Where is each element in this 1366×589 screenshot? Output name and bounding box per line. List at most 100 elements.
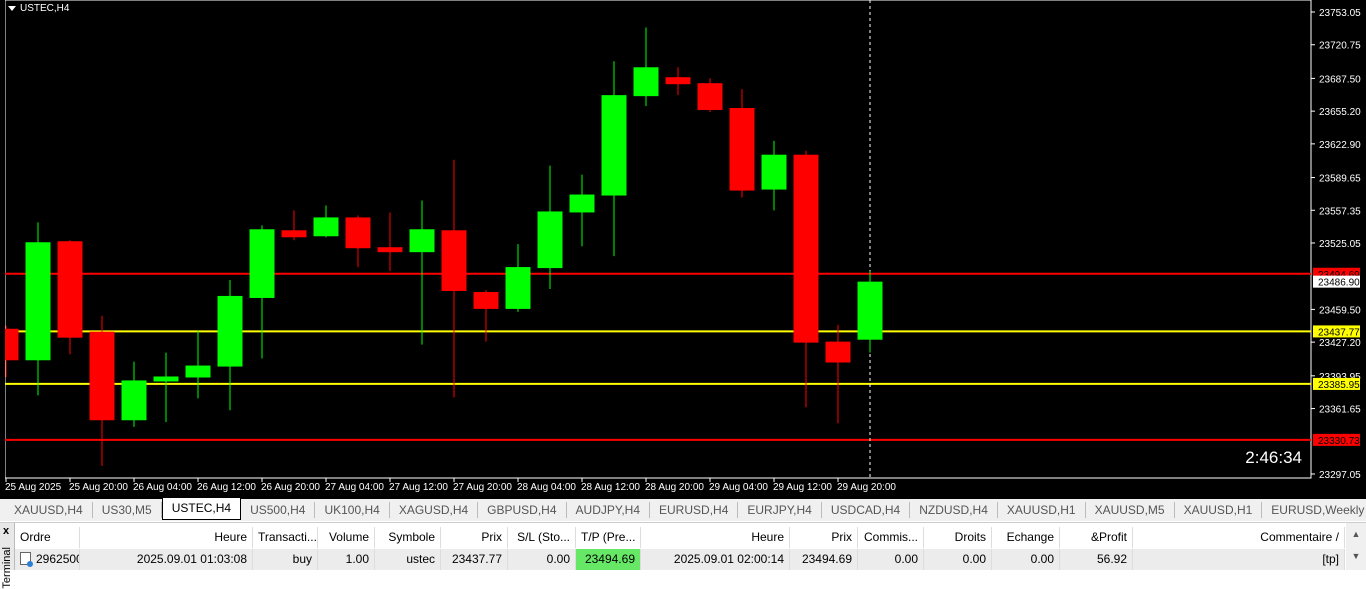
candle-body	[665, 77, 691, 85]
candle-body	[153, 376, 179, 382]
table-cell: 0.00	[858, 549, 924, 570]
table-cell: 1.00	[318, 549, 375, 570]
candlestick-chart[interactable]: 23753.05 23720.75 23687.50 23655.20 23622.90…	[0, 0, 1366, 497]
candle-body	[377, 247, 403, 253]
x-tick-label: 27 Aug 04:00	[325, 482, 384, 493]
candle	[121, 361, 147, 427]
tab-ustec-h4[interactable]: USTEC,H4	[161, 498, 242, 520]
chart-window[interactable]: 23753.05 23720.75 23687.50 23655.20 23622.90…	[0, 0, 1366, 497]
level-price-tag	[1313, 377, 1360, 390]
tab-xauusd-m5[interactable]: XAUUSD,M5	[1086, 502, 1175, 518]
close-icon[interactable]: x	[3, 525, 10, 537]
x-tick-label: 29 Aug 04:00	[709, 482, 768, 493]
y-tick-label: 23753.05	[1319, 8, 1361, 19]
table-cell: 2025.09.01 02:00:14	[641, 549, 790, 570]
candle-body	[473, 291, 499, 309]
column-header[interactable]: Transacti...	[253, 527, 318, 548]
column-header[interactable]: Prix	[790, 527, 858, 548]
tab-uk100-h4[interactable]: UK100,H4	[315, 502, 390, 518]
column-header[interactable]: Ordre	[15, 527, 80, 548]
x-tick-label: 29 Aug 20:00	[837, 482, 896, 493]
column-header[interactable]: Commentaire /	[1133, 527, 1345, 548]
table-cell: 296250092	[15, 549, 80, 570]
table-cell: 0.00	[508, 549, 576, 570]
candle-body	[697, 83, 723, 111]
column-header[interactable]: Heure	[641, 527, 790, 548]
chart-tabs: XAUUSD,H4 US30,M5 USTEC,H4 US500,H4 UK100,H4…	[0, 497, 1366, 521]
tab-gbpusd-h4[interactable]: GBPUSD,H4	[478, 502, 567, 518]
candle	[409, 200, 435, 345]
table-header: Ordre Heure Transacti... Volume Symbole Prix S…	[15, 527, 1345, 548]
table-cell: 56.92	[1060, 549, 1133, 570]
tab-us30-m5[interactable]: US30,M5	[93, 502, 162, 518]
x-tick-label: 28 Aug 04:00	[517, 482, 576, 493]
scroll-down-icon[interactable]: ▼	[1351, 551, 1361, 561]
tab-xauusd-h1[interactable]: XAUUSD,H1	[1175, 502, 1263, 518]
tab-eurusd-h4[interactable]: EURUSD,H4	[650, 502, 739, 518]
level-price-tag	[1313, 325, 1360, 338]
level-price-label: 23437.77	[1318, 327, 1360, 338]
candle-body	[57, 241, 83, 338]
x-tick-label: 27 Aug 20:00	[453, 482, 512, 493]
x-tick-label: 26 Aug 04:00	[133, 482, 192, 493]
table-cell: 23494.69	[576, 549, 641, 570]
candle	[25, 222, 51, 396]
candle	[281, 210, 307, 241]
column-header[interactable]: &Profit	[1060, 527, 1133, 548]
order-id: 296250092	[36, 552, 79, 566]
column-header[interactable]: Heure	[80, 527, 253, 548]
tab-xagusd-h4[interactable]: XAGUSD,H4	[390, 502, 479, 518]
x-tick-label: 29 Aug 12:00	[773, 482, 832, 493]
column-header[interactable]: Echange	[992, 527, 1060, 548]
candle-body	[345, 217, 371, 249]
candle	[601, 61, 627, 257]
tab-usdcad-h4[interactable]: USDCAD,H4	[822, 502, 911, 518]
candle	[441, 159, 467, 398]
candle	[505, 244, 531, 312]
tab-xauusd-h1[interactable]: XAUUSD,H1	[998, 502, 1086, 518]
column-header[interactable]: Commis...	[858, 527, 924, 548]
y-tick-label: 23557.35	[1319, 206, 1361, 217]
column-header[interactable]: T/P (Pre...	[576, 527, 641, 548]
candle-body	[185, 365, 211, 378]
scrollbar[interactable]: ▲ ▼	[1346, 523, 1366, 570]
table-cell: 23437.77	[441, 549, 508, 570]
dropdown-triangle-icon[interactable]	[8, 6, 16, 11]
column-header[interactable]: Prix	[441, 527, 508, 548]
candle	[345, 215, 371, 268]
column-header[interactable]: Droits	[924, 527, 992, 548]
tab-us500-h4[interactable]: US500,H4	[241, 502, 316, 518]
terminal-sidebar: x Terminal	[0, 523, 15, 589]
candle	[665, 67, 691, 96]
candle	[857, 271, 883, 353]
column-header[interactable]: Volume	[318, 527, 375, 548]
candle	[377, 212, 403, 272]
candle-body	[441, 230, 467, 291]
tab-nzdusd-h4[interactable]: NZDUSD,H4	[910, 502, 998, 518]
x-tick-label: 27 Aug 12:00	[389, 482, 448, 493]
table-cell: 23494.69	[790, 549, 858, 570]
y-tick-label: 23622.90	[1319, 140, 1361, 151]
table-cell: [tp]	[1133, 549, 1345, 570]
candle-body	[25, 242, 51, 361]
tab-eurjpy-h4[interactable]: EURJPY,H4	[738, 502, 822, 518]
y-tick-label: 23655.20	[1319, 107, 1361, 118]
y-tick-label: 23687.50	[1319, 74, 1361, 85]
bar-countdown: 2:46:34	[1245, 448, 1302, 467]
table-row[interactable]: 2962500922025.09.01 01:03:08buy1.00ustec…	[15, 549, 1345, 570]
candle-body	[793, 154, 819, 343]
column-header[interactable]: S/L (Sto...	[508, 527, 576, 548]
candle	[89, 315, 115, 466]
tab-audjpy-h4[interactable]: AUDJPY,H4	[567, 502, 651, 518]
candle	[185, 330, 211, 399]
chart-title[interactable]: USTEC,H4	[8, 3, 69, 14]
tab-eurusd-weekly[interactable]: EURUSD,Weekly	[1262, 502, 1366, 518]
scroll-up-icon[interactable]: ▲	[1351, 529, 1361, 539]
tab-xauusd-h4[interactable]: XAUUSD,H4	[5, 502, 93, 518]
column-header[interactable]: Symbole	[375, 527, 441, 548]
candle-body	[409, 229, 435, 253]
y-tick-label: 23589.65	[1319, 174, 1361, 185]
candle-body	[249, 229, 275, 298]
x-tick-label: 25 Aug 20:00	[69, 482, 128, 493]
table-cell: ustec	[375, 549, 441, 570]
